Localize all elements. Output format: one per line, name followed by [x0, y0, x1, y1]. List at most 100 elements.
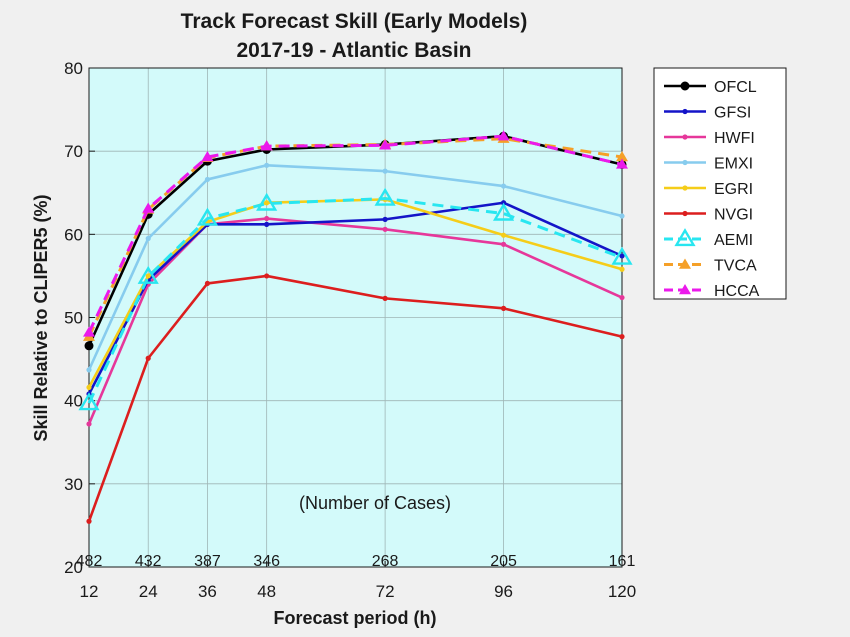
data-point-marker [204, 176, 211, 183]
data-point-marker [86, 518, 92, 524]
data-point-marker [382, 216, 388, 222]
y-tick-label: 70 [64, 142, 83, 161]
legend: OFCL GFSI HWFI EMXI EGRI NVGI AEMI TVCA HCCA [653, 67, 787, 300]
data-point-marker [382, 168, 388, 174]
chart-title-line-2: 2017-19 - Atlantic Basin [237, 39, 472, 62]
case-count-label: 161 [609, 553, 636, 570]
y-tick-label: 20 [64, 558, 83, 577]
y-tick-label: 80 [64, 59, 83, 78]
y-tick-labels: 20 30 40 50 60 70 80 [64, 59, 95, 577]
data-point-marker [682, 210, 688, 217]
case-count-label: 387 [194, 553, 221, 570]
legend-item-hcca: HCCA [664, 283, 760, 300]
data-point-marker [616, 158, 628, 169]
data-point-marker [256, 192, 278, 211]
chart-title: Track Forecast Skill (Early Models) 2017… [181, 10, 528, 62]
data-point-marker [264, 221, 270, 227]
legend-label: HCCA [714, 283, 760, 300]
data-point-marker [196, 207, 219, 226]
data-point-marker [500, 232, 507, 238]
y-tick-label: 50 [64, 309, 83, 328]
legend-item-nvgi: NVGI [664, 207, 753, 224]
data-point-marker [492, 202, 515, 221]
data-point-marker [83, 326, 95, 337]
data-point-marker [78, 392, 100, 411]
legend-item-ofcl: OFCL [664, 79, 757, 96]
data-point-marker [86, 367, 92, 373]
series-aemi [78, 187, 633, 411]
legend-item-egri: EGRI [664, 181, 753, 198]
x-tick-label: 48 [257, 582, 276, 601]
x-tick-labels: 12 24 36 48 72 96 120 [80, 561, 636, 601]
legend-item-tvca: TVCA [664, 258, 757, 275]
legend-item-hwfi: HWFI [664, 130, 755, 147]
y-tick-label: 30 [64, 475, 83, 494]
number-of-cases-annotation: (Number of Cases) [299, 493, 451, 513]
legend-label: TVCA [714, 258, 757, 275]
data-point-marker [616, 150, 628, 162]
data-point-marker [679, 284, 691, 295]
data-point-marker [382, 295, 388, 301]
x-tick-label: 120 [608, 582, 636, 601]
legend-label: EMXI [714, 156, 753, 173]
y-tick-label: 40 [64, 392, 83, 411]
legend-label: AEMI [714, 232, 753, 249]
data-point-marker [145, 273, 151, 279]
legend-item-aemi: AEMI [664, 228, 753, 249]
data-point-marker [374, 187, 396, 206]
data-point-marker [260, 140, 273, 151]
data-point-marker [201, 150, 214, 162]
data-point-marker [497, 130, 510, 141]
legend-label: OFCL [714, 79, 757, 96]
x-axis-label: Forecast period (h) [273, 608, 436, 628]
data-point-marker [619, 334, 625, 340]
legend-label: EGRI [714, 181, 753, 198]
data-point-marker [500, 241, 507, 247]
x-tick-label: 24 [139, 582, 158, 601]
data-point-marker [619, 253, 625, 259]
x-tick-label: 96 [494, 582, 513, 601]
series-nvgi [86, 273, 625, 524]
data-point-marker [86, 421, 92, 427]
data-point-marker [674, 228, 696, 247]
series-lines [78, 130, 633, 524]
legend-label: NVGI [714, 207, 753, 224]
data-point-marker [137, 265, 159, 284]
case-count-label: 268 [372, 553, 399, 570]
series-emxi [86, 162, 625, 373]
data-point-marker [680, 81, 690, 91]
data-point-marker [264, 162, 270, 168]
data-point-marker [682, 134, 688, 140]
x-tick-label: 72 [376, 582, 395, 601]
case-count-label: 482 [76, 553, 103, 570]
data-point-marker [500, 183, 507, 189]
data-point-marker [264, 215, 270, 222]
data-point-marker [86, 384, 92, 390]
legend-box [653, 67, 787, 300]
case-count-label: 432 [135, 553, 162, 570]
y-axis-label: Skill Relative to CLIPER5 (%) [31, 194, 51, 441]
y-tick-label: 60 [64, 225, 83, 244]
data-point-marker [619, 266, 625, 272]
x-tick-label: 12 [80, 582, 99, 601]
chart-title-line-1: Track Forecast Skill (Early Models) [181, 10, 528, 33]
legend-label: GFSI [714, 105, 751, 122]
series-hcca [83, 130, 628, 337]
data-point-marker [682, 159, 688, 166]
data-point-marker [145, 355, 151, 361]
data-point-marker [84, 341, 94, 351]
data-point-marker [379, 139, 392, 150]
data-point-marker [500, 305, 507, 311]
data-point-marker [264, 273, 270, 279]
data-point-marker [145, 235, 151, 242]
data-point-marker [682, 185, 688, 191]
data-point-marker [682, 108, 688, 115]
data-point-marker [679, 258, 691, 269]
legend-label: HWFI [714, 130, 755, 147]
case-count-label: 205 [490, 553, 517, 570]
data-point-marker [264, 200, 270, 206]
x-tick-label: 36 [198, 582, 217, 601]
case-count-label: 346 [253, 553, 280, 570]
data-point-marker [204, 280, 211, 287]
